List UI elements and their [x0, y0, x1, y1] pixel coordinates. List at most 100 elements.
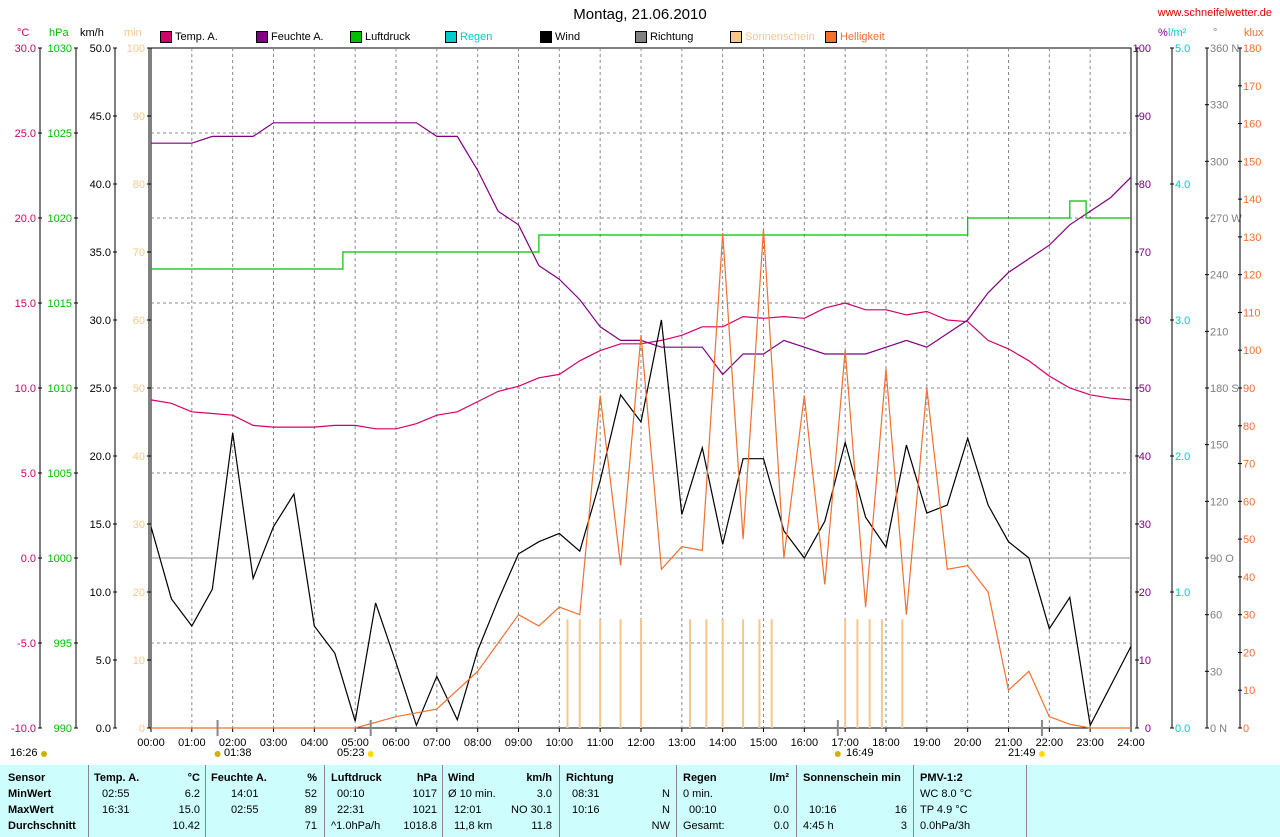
rain-tick-label: 0.0 — [1175, 723, 1190, 735]
lux-tick-label: 0 — [1243, 723, 1249, 735]
lux-tick-label: 40 — [1243, 572, 1255, 584]
sun-tick-label: 10 — [133, 655, 145, 667]
legend-item: Temp. A. — [160, 31, 218, 43]
lux-tick-label: 170 — [1243, 81, 1261, 93]
dir-unit-label: ° — [1213, 27, 1218, 39]
x-tick-label: 14:00 — [709, 737, 737, 749]
stats-rain-head: Regen — [683, 772, 717, 784]
rain-tick-label: 3.0 — [1175, 315, 1190, 327]
lux-tick-label: 10 — [1243, 685, 1255, 697]
x-tick-label: 24:00 — [1117, 737, 1145, 749]
weather-chart: 00:00 01:00 02:00 03:00 04:00 05:00 06:00 07:00… — [11, 43, 1261, 757]
stats-humid-col: Feuchte A. % 14:01 52 02:55 89 71 — [211, 765, 317, 837]
stats-direction-min-val: N — [662, 788, 670, 800]
stats-pressure-max-time: 22:31 — [337, 804, 365, 816]
stats-direction-max-time: 10:16 — [572, 804, 600, 816]
sun-tick-label: 60 — [133, 315, 145, 327]
x-tick-label: 07:00 — [423, 737, 451, 749]
stats-wind-avg10-val: 3.0 — [536, 788, 552, 800]
stats-pressure-avg-val: 1018.8 — [403, 820, 437, 832]
stats-sensor-col: Sensor MinWert MaxWert Durchschnitt — [8, 765, 88, 837]
brightness-series-line — [151, 229, 1131, 729]
stats-sensor-head: Sensor — [8, 772, 46, 784]
x-tick-label: 20:00 — [954, 737, 982, 749]
humid-tick-label: 80 — [1139, 179, 1151, 191]
stats-wind-max-val: NO 30.1 — [511, 804, 552, 816]
lux-tick-label: 70 — [1243, 459, 1255, 471]
stats-sunshine-head: Sonnenschein min — [803, 772, 901, 784]
x-tick-label: 02:00 — [219, 737, 247, 749]
sun-tick-label: 70 — [133, 247, 145, 259]
stats-humid-max-val: 89 — [304, 804, 317, 816]
stats-temp-avg-val: 10.42 — [172, 820, 200, 832]
legend-item: Luftdruck — [350, 31, 410, 43]
lux-tick-label: 20 — [1243, 647, 1255, 659]
wind-tick-label: 50.0 — [90, 43, 111, 55]
dir-tick-label: 210 — [1210, 326, 1228, 338]
stats-pressure-unit: hPa — [416, 772, 437, 784]
lux-tick-label: 100 — [1243, 345, 1261, 357]
pressure-tick-label: 1020 — [48, 213, 72, 225]
lux-tick-label: 80 — [1243, 421, 1255, 433]
temp-tick-label: 25.0 — [15, 128, 36, 140]
stats-rain-total-val: 0.0 — [773, 820, 789, 832]
stats-direction-min-time: 08:31 — [572, 788, 600, 800]
legend-swatch — [825, 31, 837, 43]
stats-humid-max-time: 02:55 — [231, 804, 259, 816]
stats-sunshine-col: Sonnenschein min 10:16 16 4:45 h 3 — [803, 765, 907, 837]
stats-wind-max-time: 12:01 — [454, 804, 482, 816]
dir-tick-label: 90 O — [1210, 553, 1234, 565]
wind-unit-label: km/h — [80, 27, 104, 39]
dir-tick-label: 0 N — [1210, 723, 1227, 735]
lux-unit-label: klux — [1244, 27, 1264, 39]
stats-pmv-head: PMV-1:2 — [920, 772, 963, 784]
pressure-series-line — [151, 200, 1131, 270]
moonrise-marker — [834, 751, 841, 757]
stats-pressure-min-time: 00:10 — [337, 788, 365, 800]
stats-temp-min-time: 02:55 — [102, 788, 130, 800]
moonset-time: 01:38 — [224, 747, 252, 759]
stats-pressure-min-val: 1017 — [412, 788, 437, 800]
x-tick-label: 05:00 — [341, 737, 369, 749]
stats-humid-head: Feuchte A. — [211, 772, 267, 784]
moonrise-time: 16:49 — [846, 747, 874, 759]
stats-pmv-dewpoint: TP 4.9 °C — [920, 804, 968, 816]
stats-humid-avg-val: 71 — [304, 820, 317, 832]
temp-series-line — [150, 302, 1132, 430]
pressure-tick-label: 1005 — [48, 468, 72, 480]
temp-tick-label: 30.0 — [15, 43, 36, 55]
pressure-tick-label: 995 — [54, 638, 72, 650]
temp-tick-label: 20.0 — [15, 213, 36, 225]
x-tick-label: 23:00 — [1076, 737, 1104, 749]
x-tick-label: 00:00 — [137, 737, 165, 749]
dir-tick-label: 180 S — [1210, 383, 1239, 395]
stats-pressure-col: Luftdruck hPa 00:10 1017 22:31 1021 ^1.0… — [331, 765, 437, 837]
site-url[interactable]: www.schneifelwetter.de — [1157, 7, 1272, 19]
wind-tick-label: 15.0 — [90, 519, 111, 531]
lux-tick-label: 30 — [1243, 610, 1255, 622]
stats-rain-max-val: 0.0 — [773, 804, 789, 816]
temp-tick-label: 15.0 — [15, 298, 36, 310]
lux-tick-label: 90 — [1243, 383, 1255, 395]
temp-tick-label: -5.0 — [17, 638, 36, 650]
humid-tick-label: 50 — [1139, 383, 1151, 395]
moonset-marker — [214, 751, 221, 757]
legend-swatch — [540, 31, 552, 43]
legend-swatch — [256, 31, 268, 43]
legend-item: Feuchte A. — [256, 31, 324, 43]
x-tick-label: 17:00 — [831, 737, 859, 749]
lux-tick-label: 140 — [1243, 194, 1261, 206]
legend-label: Luftdruck — [365, 31, 411, 43]
pressure-tick-label: 1025 — [48, 128, 72, 140]
x-tick-label: 12:00 — [627, 737, 655, 749]
rain-tick-label: 5.0 — [1175, 43, 1190, 55]
stats-sunshine-hours: 4:45 h — [803, 820, 834, 832]
stats-wind-distance: 11,8 km — [454, 820, 493, 832]
pressure-tick-label: 1000 — [48, 553, 72, 565]
x-tick-label: 13:00 — [668, 737, 696, 749]
lux-tick-label: 50 — [1243, 534, 1255, 546]
legend-item: Regen — [445, 31, 492, 43]
wind-tick-label: 0.0 — [96, 723, 111, 735]
humid-tick-label: 90 — [1139, 111, 1151, 123]
legend-item: Wind — [540, 31, 580, 43]
